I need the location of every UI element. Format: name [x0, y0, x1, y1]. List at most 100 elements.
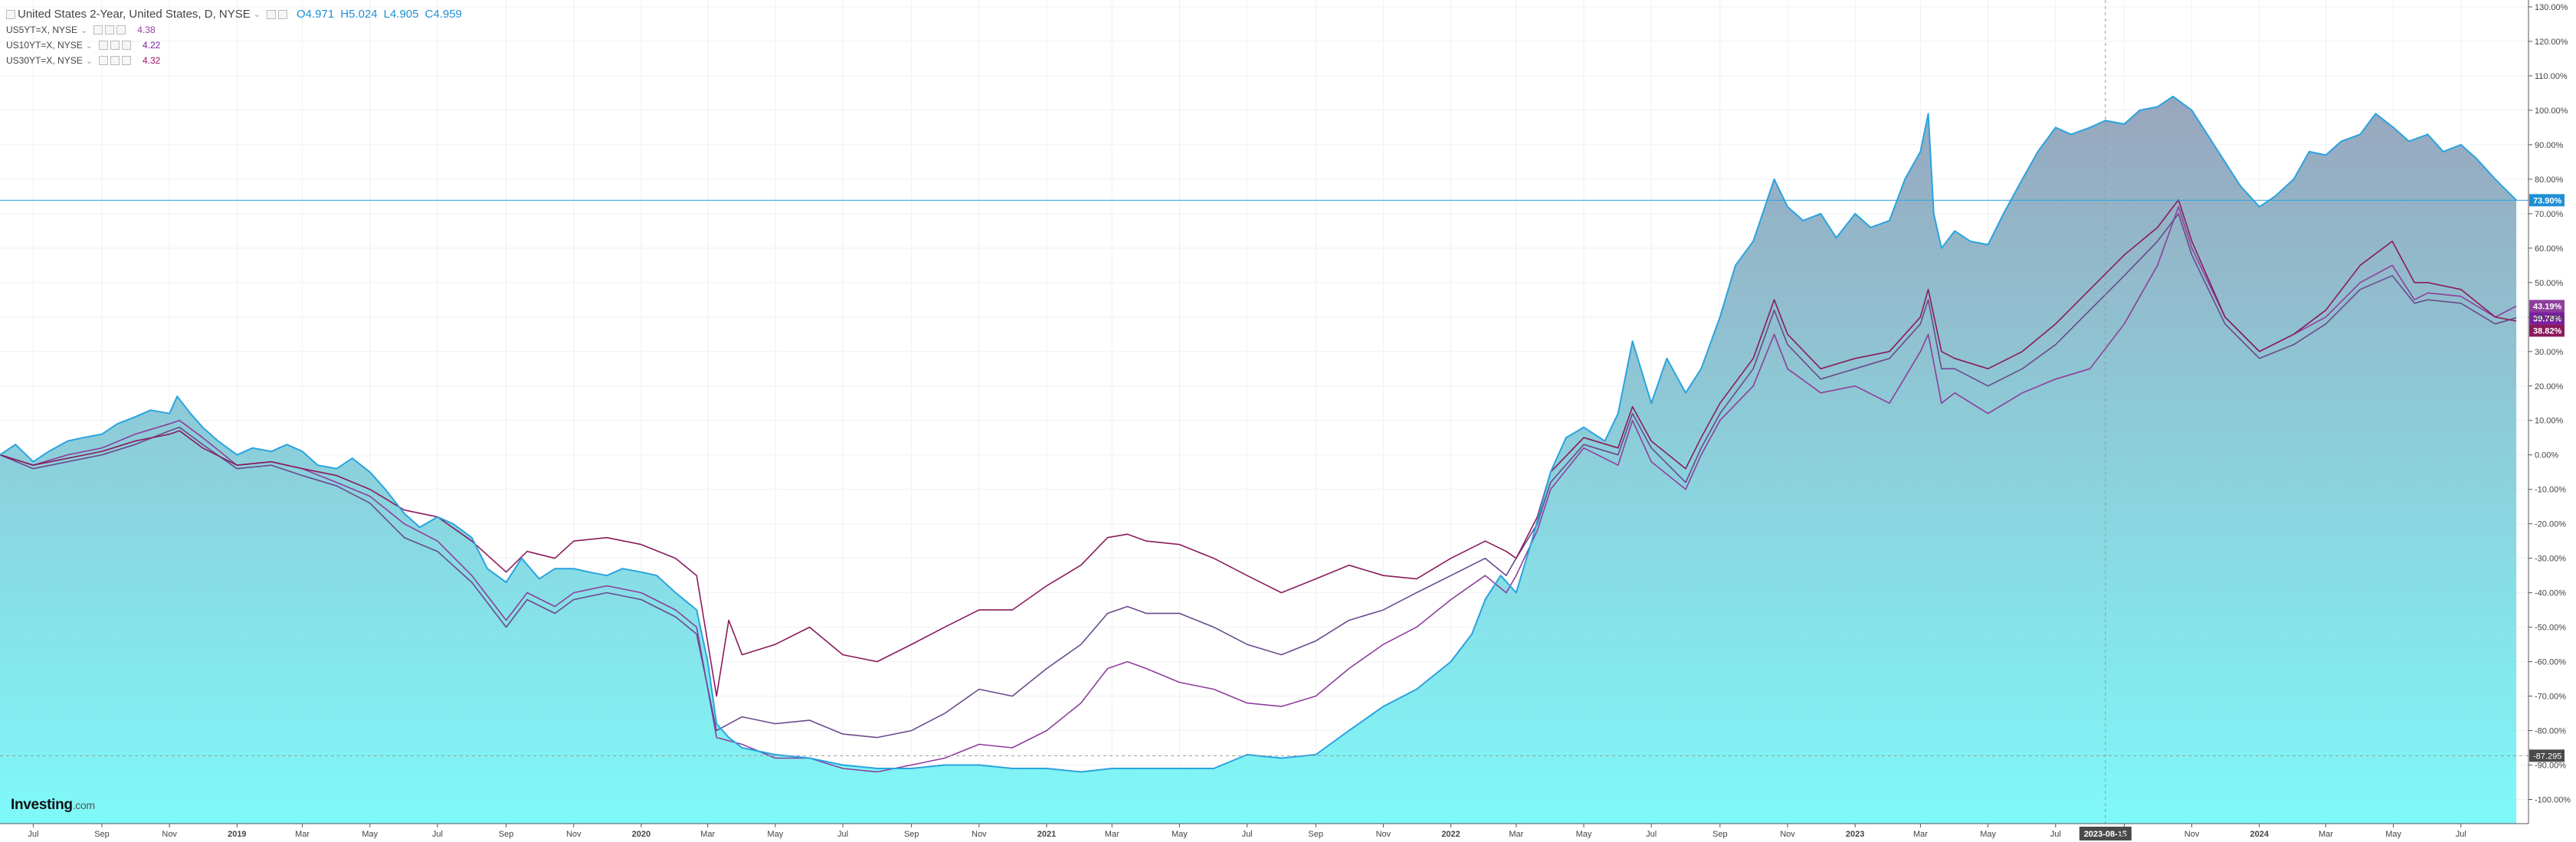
y-axis[interactable]: -100.00% -90.00% -80.00% -70.00% -60.00% -50.…	[2528, 0, 2571, 824]
compare-row-us5y[interactable]: US5YT=X, NYSE ⌄ 4.38	[6, 22, 468, 38]
crosshair-value-label: -87.295	[2533, 752, 2561, 761]
chevron-down-icon[interactable]: ⌄	[85, 41, 93, 51]
y-tick-label: -50.00%	[2535, 624, 2566, 633]
chevron-down-icon[interactable]: ⌄	[80, 25, 88, 35]
compare-value-tag	[2529, 300, 2565, 313]
x-tick-label: Nov	[566, 830, 582, 839]
x-tick-label: May	[362, 830, 378, 839]
remove-icon[interactable]	[121, 56, 131, 65]
x-tick-label: Nov	[1780, 830, 1795, 839]
x-tick-label: Jul	[2456, 830, 2466, 839]
y-tick-label: 110.00%	[2535, 72, 2568, 81]
x-tick-label: Mar	[700, 830, 715, 839]
x-tick-label: Sep	[94, 830, 110, 839]
ohlc-high: H5.024	[340, 8, 378, 21]
settings-icon[interactable]	[98, 41, 108, 50]
settings-icon[interactable]	[98, 56, 108, 65]
y-tick-label: 100.00%	[2535, 106, 2568, 116]
compare-row-us10y[interactable]: US10YT=X, NYSE ⌄ 4.22	[6, 38, 468, 53]
x-tick-label: May	[767, 830, 783, 839]
x-tick-label: Mar	[1913, 830, 1928, 839]
compare-value-tag	[2529, 312, 2565, 325]
series-line-us10y	[0, 213, 2517, 739]
x-tick-label: Mar	[2319, 830, 2333, 839]
crosshair-date-label: 2023-08-15	[2084, 830, 2127, 839]
x-tick-label: Jul	[1646, 830, 1657, 839]
settings-icon[interactable]	[93, 25, 103, 34]
settings-icon[interactable]	[267, 9, 276, 19]
compare-symbol[interactable]: US30YT=X, NYSE	[6, 55, 83, 66]
ohlc-close: C4.959	[424, 8, 462, 21]
x-tick-label: May	[1980, 830, 1996, 839]
x-tick-label: Nov	[162, 830, 177, 839]
x-tick-label: 2022	[1441, 830, 1460, 839]
y-tick-label: 20.00%	[2535, 382, 2564, 392]
y-tick-label: 0.00%	[2535, 451, 2558, 460]
main-symbol-row[interactable]: United States 2-Year, United States, D, …	[6, 6, 468, 22]
remove-icon[interactable]	[116, 25, 126, 34]
y-tick-label: 40.00%	[2535, 313, 2564, 323]
hide-icon[interactable]	[110, 41, 120, 50]
y-tick-label: -40.00%	[2535, 589, 2566, 598]
x-tick-label: Jul	[1242, 830, 1253, 839]
x-tick-label: Jul	[837, 830, 848, 839]
compare-symbol[interactable]: US10YT=X, NYSE	[6, 40, 83, 51]
ohlc-open: O4.971	[297, 8, 335, 21]
y-tick-label: -20.00%	[2535, 520, 2566, 529]
ohlc-low: L4.905	[383, 8, 419, 21]
x-tick-label: Nov	[2184, 830, 2200, 839]
hide-icon[interactable]	[278, 9, 287, 19]
x-tick-label: Jul	[432, 830, 443, 839]
compare-symbol[interactable]: US5YT=X, NYSE	[6, 25, 78, 35]
y-tick-label: -60.00%	[2535, 658, 2566, 667]
investing-logo: Investing.com	[11, 797, 95, 814]
y-tick-label: -30.00%	[2535, 555, 2566, 564]
chevron-down-icon[interactable]: ⌄	[85, 56, 93, 66]
y-tick-label: -100.00%	[2535, 796, 2571, 805]
compare-value: 4.32	[142, 55, 161, 66]
compare-row-us30y[interactable]: US30YT=X, NYSE ⌄ 4.32	[6, 53, 468, 68]
x-tick-label: Sep	[1712, 830, 1728, 839]
last-price-tag	[2529, 194, 2565, 207]
hide-icon[interactable]	[110, 56, 120, 65]
y-tick-label: -70.00%	[2535, 693, 2566, 702]
compare-value-tag	[2529, 324, 2565, 337]
x-tick-label: 2021	[1037, 830, 1056, 839]
y-tick-label: 120.00%	[2535, 38, 2568, 47]
y-tick-label: 50.00%	[2535, 279, 2564, 288]
plot-area[interactable]	[0, 95, 2517, 824]
compare-value-label: 38.82%	[2533, 326, 2562, 336]
x-tick-label: 2024	[2250, 830, 2270, 839]
x-tick-label: Sep	[499, 830, 514, 839]
x-tick-label: Nov	[972, 830, 987, 839]
y-tick-label: 70.00%	[2535, 210, 2564, 219]
main-symbol-title[interactable]: United States 2-Year, United States, D, …	[18, 8, 251, 21]
last-price-label: 73.90%	[2533, 196, 2562, 205]
y-tick-label: 90.00%	[2535, 141, 2564, 150]
collapse-icon[interactable]	[6, 9, 15, 19]
x-tick-label: Jul	[2050, 830, 2061, 839]
x-tick-label: 2020	[632, 830, 651, 839]
x-tick-label: May	[1172, 830, 1188, 839]
y-tick-label: 60.00%	[2535, 244, 2564, 254]
hide-icon[interactable]	[105, 25, 115, 34]
x-tick-label: Sep	[2117, 830, 2132, 839]
x-tick-label: May	[2385, 830, 2401, 839]
y-tick-label: 80.00%	[2535, 175, 2564, 185]
series-line-us5y	[0, 206, 2517, 773]
series-line-us30y	[0, 199, 2517, 697]
chart-legend: United States 2-Year, United States, D, …	[6, 6, 468, 68]
y-tick-label: 30.00%	[2535, 348, 2564, 357]
x-tick-label: Mar	[1105, 830, 1119, 839]
x-tick-label: Sep	[904, 830, 919, 839]
x-tick-label: Mar	[295, 830, 310, 839]
x-tick-label: May	[1576, 830, 1592, 839]
chevron-down-icon[interactable]: ⌄	[253, 10, 261, 19]
y-tick-label: -10.00%	[2535, 486, 2566, 495]
remove-icon[interactable]	[121, 41, 131, 50]
x-axis[interactable]: Jul Sep Nov 2019 Mar May Jul Sep Nov 2020 Mar May Ju…	[0, 823, 2528, 839]
crosshair-value-tag	[2529, 749, 2565, 762]
x-tick-label: 2023	[1846, 830, 1864, 839]
main-series-area	[0, 96, 2517, 824]
